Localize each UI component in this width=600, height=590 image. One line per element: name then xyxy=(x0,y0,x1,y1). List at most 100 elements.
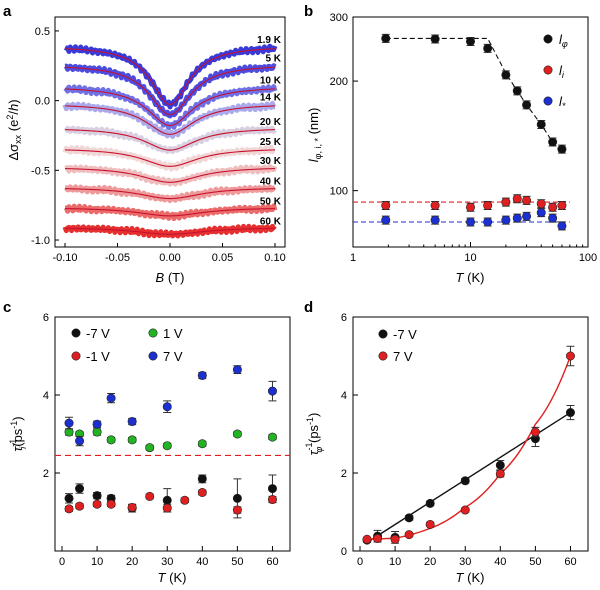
panel-c-point xyxy=(127,417,137,427)
panel-label-d: d xyxy=(304,299,313,316)
panel-a-magnetoconductance: -0.10 -0.05 0.00 0.05 0.10 0.5 0.0 -0.5 -1.0 1.9 … xyxy=(5,16,286,285)
panel-c-point xyxy=(145,491,155,501)
panel-a-xtick-label: 0.00 xyxy=(159,252,180,264)
panel-c-point xyxy=(64,504,74,514)
panel-a-xtick-label: -0.05 xyxy=(105,252,130,264)
panel-b-frame xyxy=(352,16,589,248)
panel-b-xtick-label: 10 xyxy=(464,252,476,264)
panel-b-point xyxy=(465,202,475,212)
panel-c-legend-marker xyxy=(71,351,81,361)
panel-b-point xyxy=(522,195,532,205)
panel-d-point xyxy=(565,351,575,361)
panel-a-data-trace xyxy=(63,43,278,110)
panel-c-point xyxy=(162,441,172,451)
panel-b-legend-label: lφ xyxy=(559,32,568,49)
panel-b-point xyxy=(381,33,391,43)
panel-c-point xyxy=(106,435,116,445)
panel-d-legend-marker xyxy=(378,329,388,339)
panel-b-legend-marker xyxy=(543,34,553,44)
panel-d-legend-marker xyxy=(378,351,388,361)
panel-a-temperature-label: 60 K xyxy=(260,216,282,227)
panel-b-point xyxy=(381,215,391,225)
panel-b-point xyxy=(557,221,567,231)
panel-d-ylabel: τ-1φ (ps-1) xyxy=(304,413,324,456)
panel-c-point xyxy=(64,493,74,503)
panel-d-tau-phi: 0 10 20 30 40 50 60 0 2 4 6 -7 V 7 V T (K) τ-1φ (ps-… xyxy=(304,312,589,585)
panel-a-temperature-label: 10 K xyxy=(260,75,282,86)
panel-c-point xyxy=(127,502,137,512)
panel-d-ytick-label: 6 xyxy=(341,312,347,324)
panel-d-point xyxy=(495,469,505,479)
panel-b-ytick-label: 300 xyxy=(330,12,348,24)
panel-c-point xyxy=(75,436,85,446)
panel-b-fit-line xyxy=(385,37,563,154)
panel-d-xtick-label: 20 xyxy=(424,556,436,568)
panel-c-legend-marker xyxy=(148,328,158,338)
panel-c-xtick-label: 50 xyxy=(231,556,243,568)
panel-d-point xyxy=(460,505,470,515)
panel-c-xtick-label: 60 xyxy=(266,556,278,568)
panel-a-fit-curve xyxy=(64,88,276,127)
panel-d-point xyxy=(362,534,372,544)
panel-b-point xyxy=(501,197,511,207)
panel-c-point xyxy=(92,419,102,429)
panel-b-xtick-label: 100 xyxy=(579,252,597,264)
panel-c-point xyxy=(162,402,172,412)
panel-d-frame xyxy=(352,316,589,552)
panel-a-ylabel: Δσxx (e2/h) xyxy=(5,99,23,160)
panel-a-ytick-label: 0.0 xyxy=(35,96,50,108)
panel-b-point xyxy=(557,144,567,154)
panel-c-legend-label: -7 V xyxy=(86,326,110,341)
panel-c-point xyxy=(267,386,277,396)
panel-c-ylabel: τ-1i(ps-1) xyxy=(8,416,28,451)
panel-a-temperature-label: 5 K xyxy=(265,54,281,65)
panel-a-fit-curve xyxy=(64,208,276,217)
panel-d-point xyxy=(495,460,505,470)
panel-c-legend-label: 7 V xyxy=(163,349,183,364)
panel-a-temperature-label: 20 K xyxy=(260,117,282,128)
panel-b-point xyxy=(512,213,522,223)
panel-c-point xyxy=(267,484,277,494)
panel-b-legend-label: l* xyxy=(559,94,566,111)
panel-d-legend-label: 7 V xyxy=(393,349,413,364)
panel-b-ytick-label: 200 xyxy=(330,76,348,88)
panel-c-frame xyxy=(54,316,291,552)
panel-d-xlabel: T (K) xyxy=(456,570,485,585)
panel-b-legend-marker xyxy=(543,65,553,75)
panel-c-point xyxy=(267,432,277,442)
panel-a-fit-curve xyxy=(64,105,276,135)
panel-b-point xyxy=(430,34,440,44)
panel-b-legend-label: li xyxy=(559,63,565,80)
panel-a-fit-curve xyxy=(64,129,276,151)
panel-b-ytick-label: 100 xyxy=(330,186,348,198)
panel-b-point xyxy=(548,213,558,223)
panel-a-temperature-label: 25 K xyxy=(260,137,282,148)
panel-a-data-trace xyxy=(63,184,277,204)
panel-c-xtick-label: 40 xyxy=(196,556,208,568)
panel-a-temperature-label: 50 K xyxy=(260,197,282,208)
panel-c-point xyxy=(92,491,102,501)
panel-c-point xyxy=(92,499,102,509)
panel-d-xtick-label: 30 xyxy=(459,556,471,568)
panel-c-point xyxy=(64,418,74,428)
panel-b-point xyxy=(536,199,546,209)
panel-a-fit-curve xyxy=(64,227,276,235)
panel-b-point xyxy=(522,100,532,110)
panel-d-point xyxy=(390,534,400,544)
panel-d-point xyxy=(460,476,470,486)
panel-a-temperature-label: 30 K xyxy=(260,156,282,167)
panel-a-ytick-label: 0.5 xyxy=(35,26,50,38)
panel-b-xlabel: T (K) xyxy=(456,270,485,285)
panel-b-point xyxy=(483,43,493,53)
panel-a-temperature-label: 1.9 K xyxy=(257,35,282,46)
panel-d-point xyxy=(404,530,414,540)
panel-d-xtick-label: 0 xyxy=(357,556,363,568)
panel-label-c: c xyxy=(3,299,11,316)
panel-c-legend-label: -1 V xyxy=(86,349,110,364)
panel-b-point xyxy=(512,194,522,204)
panel-c-point xyxy=(197,474,207,484)
panel-d-ytick-label: 2 xyxy=(341,468,347,480)
panel-c-legend-marker xyxy=(148,351,158,361)
panel-c-xtick-label: 0 xyxy=(59,556,65,568)
panel-a-temperature-label: 14 K xyxy=(260,93,282,104)
